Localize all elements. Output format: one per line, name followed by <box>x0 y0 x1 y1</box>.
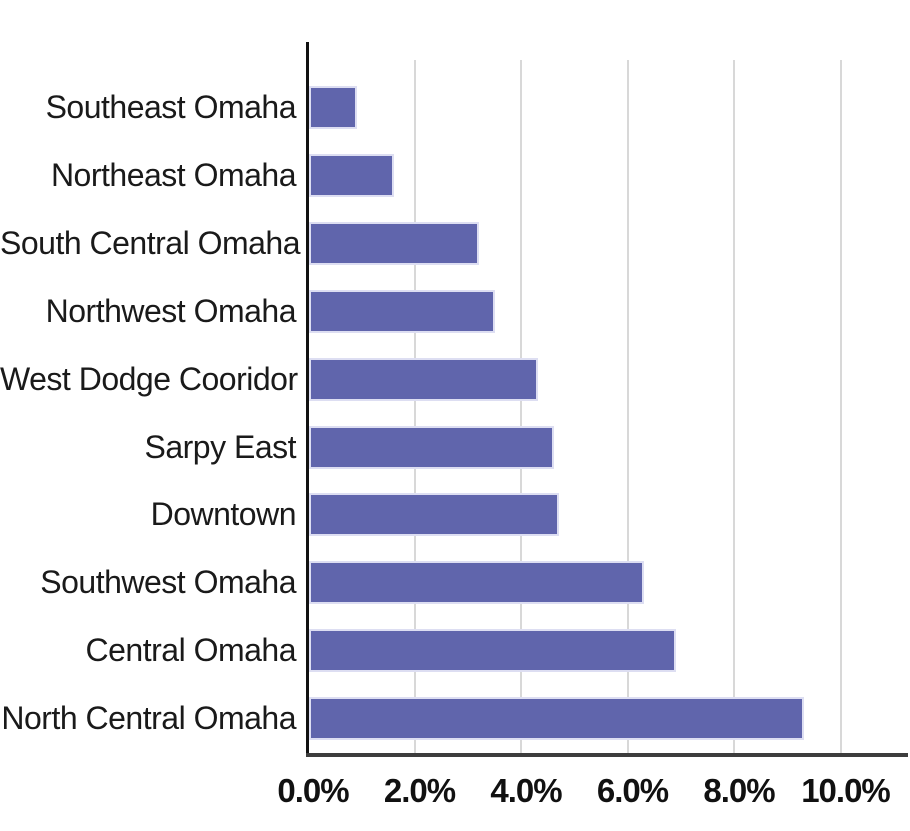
bar <box>309 358 538 401</box>
category-label: South Central Omaha <box>0 225 301 261</box>
x-tick-label: 4.0% <box>490 772 562 809</box>
gridline-8pct <box>733 60 735 754</box>
category-label: Northwest Omaha <box>45 293 297 329</box>
bar <box>309 426 554 469</box>
gridline-6pct <box>626 60 629 754</box>
gridline-10pct <box>839 60 842 754</box>
bar <box>309 629 676 672</box>
x-axis-line <box>306 753 908 757</box>
category-label: Southeast Omaha <box>45 89 297 125</box>
bar <box>309 493 559 536</box>
bar <box>309 154 394 197</box>
y-axis-line <box>306 42 309 756</box>
category-label: Sarpy East <box>144 429 296 465</box>
bar <box>309 222 479 265</box>
category-label: Southwest Omaha <box>40 564 296 600</box>
bar <box>309 290 495 333</box>
x-tick-label: 0.0% <box>277 772 349 809</box>
gridline-2pct <box>413 60 416 754</box>
gridline-4pct <box>520 60 522 754</box>
x-tick-label: 8.0% <box>703 772 775 809</box>
bar <box>309 561 644 604</box>
category-label: Northeast Omaha <box>50 157 297 193</box>
x-tick-label: 6.0% <box>596 772 669 809</box>
x-tick-label: 10.0% <box>801 772 891 809</box>
x-tick-label: 2.0% <box>383 772 456 809</box>
bar <box>309 697 804 740</box>
category-label: Central Omaha <box>85 632 297 668</box>
bar <box>309 86 357 129</box>
category-label: West Dodge Cooridor <box>0 361 298 397</box>
category-label: Downtown <box>150 496 297 532</box>
category-label: North Central Omaha <box>1 700 296 736</box>
